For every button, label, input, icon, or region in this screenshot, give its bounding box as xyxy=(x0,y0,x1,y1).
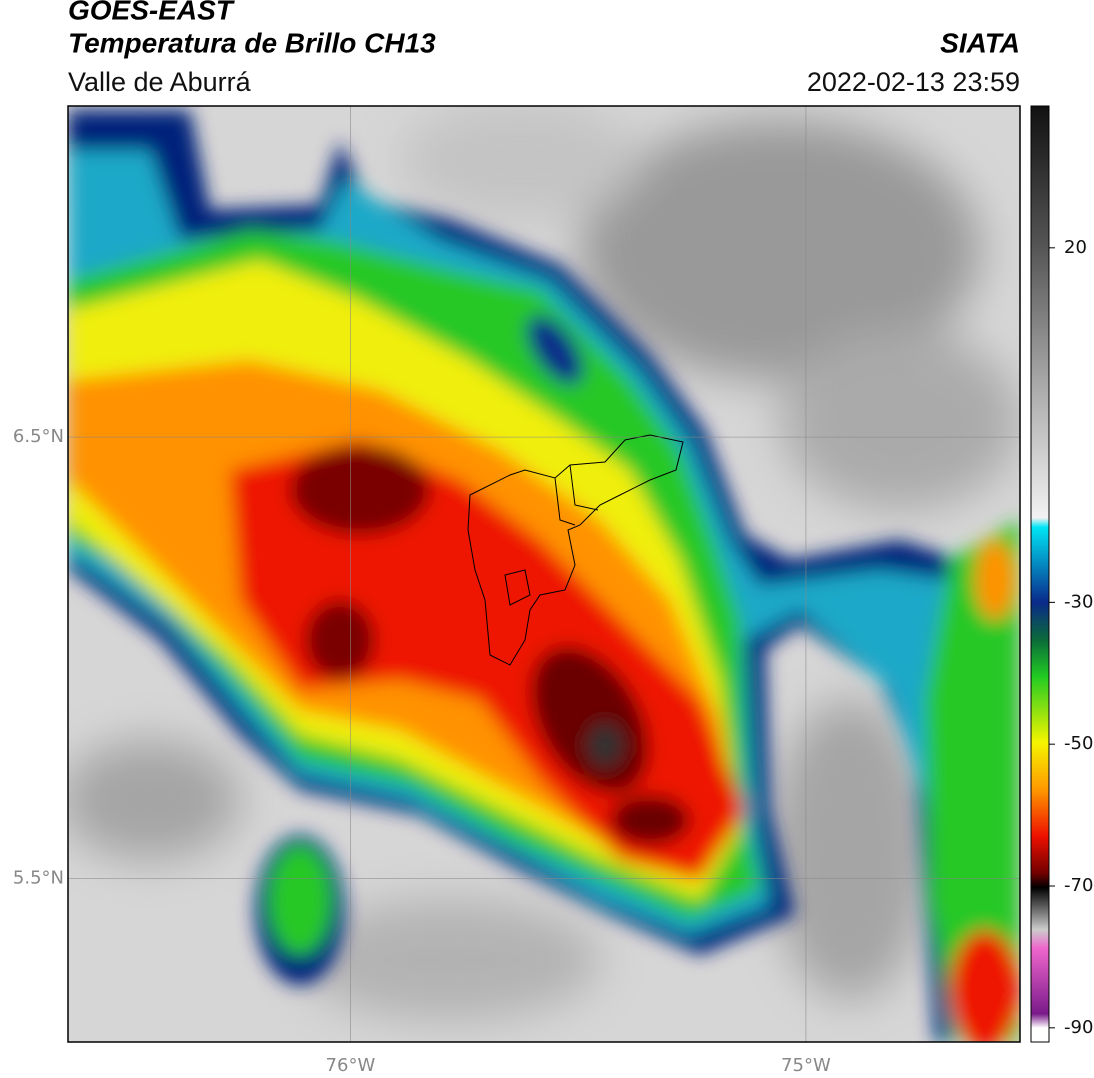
colorbar xyxy=(1030,105,1050,1043)
satellite-title: GOES-EAST xyxy=(68,0,236,25)
colorbar-tick-label: -70 xyxy=(1064,875,1093,896)
lon-tick-label: 75°W xyxy=(781,1055,831,1076)
map-frame xyxy=(67,105,1021,1043)
region-subtitle: Valle de Aburrá xyxy=(68,67,252,97)
colorbar-tick-label: -50 xyxy=(1064,733,1093,754)
lon-tick-label: 76°W xyxy=(326,1055,376,1076)
colorbar-tick-label: 20 xyxy=(1064,237,1087,258)
lat-tick-label: 6.5°N xyxy=(13,426,64,447)
colorbar-tick-label: -90 xyxy=(1064,1017,1093,1038)
satellite-image xyxy=(68,106,1020,1042)
datetime-label: 2022-02-13 23:59 xyxy=(807,67,1020,97)
colorbar-tick-label: -30 xyxy=(1064,591,1093,612)
source-label: SIATA xyxy=(940,27,1020,58)
lat-tick-label: 5.5°N xyxy=(13,868,64,889)
product-title: Temperatura de Brillo CH13 xyxy=(68,27,436,58)
